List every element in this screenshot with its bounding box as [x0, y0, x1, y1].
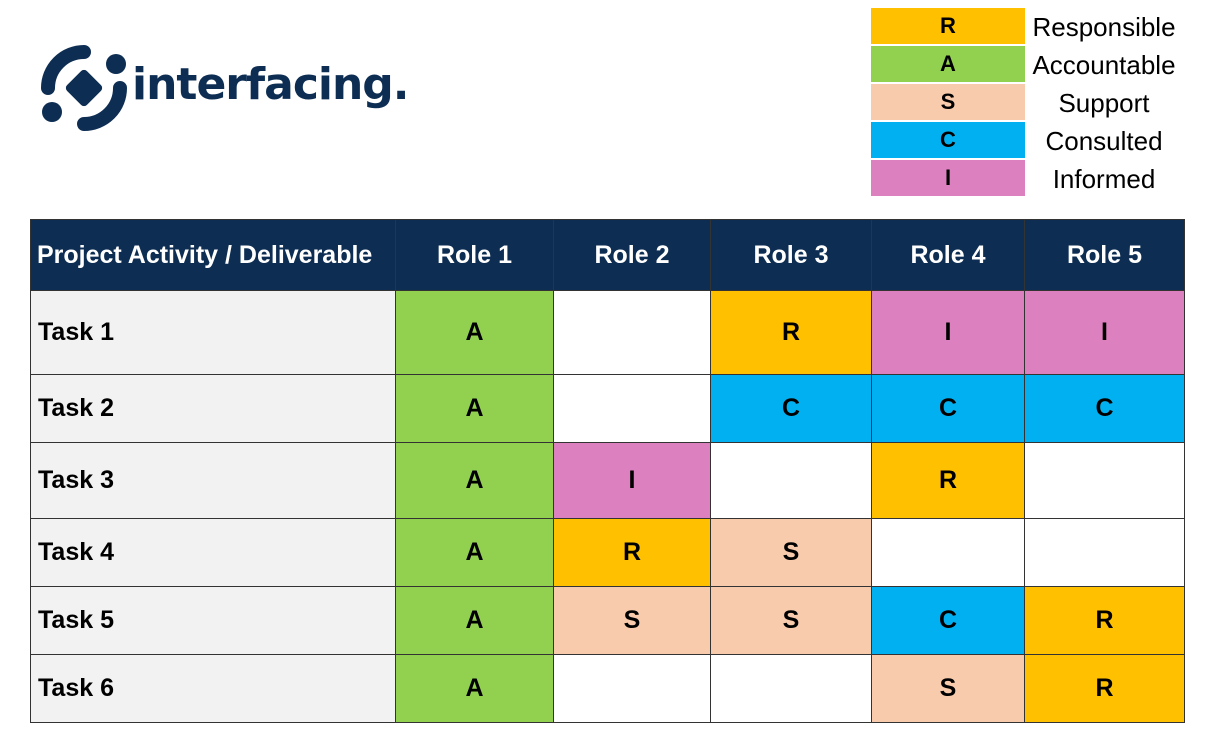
raci-cell: R	[710, 290, 872, 375]
raci-cell: A	[395, 374, 554, 443]
raci-cell: A	[395, 654, 554, 723]
interfacing-logo-icon	[41, 45, 127, 131]
legend-item: S Support	[871, 84, 1183, 122]
raci-cell: A	[395, 442, 554, 519]
raci-cell: R	[1024, 586, 1185, 655]
raci-cell: S	[871, 654, 1025, 723]
raci-legend: R Responsible A Accountable S Support C …	[871, 8, 1183, 198]
raci-cell: A	[395, 518, 554, 587]
raci-matrix-table: Project Activity / Deliverable Role 1 Ro…	[30, 219, 1185, 723]
legend-item: R Responsible	[871, 8, 1183, 46]
column-header-role-2: Role 2	[553, 219, 711, 291]
legend-item: A Accountable	[871, 46, 1183, 84]
legend-swatch: R	[871, 8, 1025, 44]
raci-cell: C	[1024, 374, 1185, 443]
raci-cell	[553, 374, 711, 443]
legend-label: Informed	[1052, 163, 1156, 194]
raci-cell	[710, 442, 872, 519]
legend-swatch: A	[871, 46, 1025, 82]
raci-cell: I	[1024, 290, 1185, 375]
raci-cell: I	[553, 442, 711, 519]
raci-cell: A	[395, 586, 554, 655]
raci-cell: A	[395, 290, 554, 375]
raci-cell	[553, 290, 711, 375]
raci-cell	[1024, 518, 1185, 587]
column-header-role-5: Role 5	[1024, 219, 1185, 291]
task-name: Task 2	[30, 374, 396, 443]
table-row: Task 6 A S R	[30, 654, 1185, 723]
raci-cell	[710, 654, 872, 723]
column-header-role-4: Role 4	[871, 219, 1025, 291]
brand-name: interfacing.	[132, 58, 410, 110]
raci-cell	[553, 654, 711, 723]
raci-cell: R	[871, 442, 1025, 519]
legend-label: Consulted	[1045, 125, 1163, 156]
raci-cell: I	[871, 290, 1025, 375]
legend-swatch: I	[871, 160, 1025, 196]
raci-cell: R	[553, 518, 711, 587]
table-row: Task 1 A R I I	[30, 290, 1185, 375]
raci-cell: S	[710, 586, 872, 655]
task-name: Task 5	[30, 586, 396, 655]
legend-label: Responsible	[1032, 11, 1176, 42]
raci-cell: R	[1024, 654, 1185, 723]
raci-cell: C	[871, 374, 1025, 443]
raci-cell: C	[871, 586, 1025, 655]
task-name: Task 1	[30, 290, 396, 375]
column-header-role-1: Role 1	[395, 219, 554, 291]
raci-cell: C	[710, 374, 872, 443]
legend-label: Accountable	[1032, 49, 1176, 80]
raci-cell: S	[710, 518, 872, 587]
task-name: Task 6	[30, 654, 396, 723]
table-row: Task 4 A R S	[30, 518, 1185, 587]
task-name: Task 4	[30, 518, 396, 587]
table-header-row: Project Activity / Deliverable Role 1 Ro…	[30, 219, 1185, 291]
legend-label: Support	[1058, 87, 1150, 118]
table-row: Task 3 A I R	[30, 442, 1185, 519]
raci-cell	[871, 518, 1025, 587]
legend-swatch: S	[871, 84, 1025, 120]
raci-cell: S	[553, 586, 711, 655]
table-row: Task 2 A C C C	[30, 374, 1185, 443]
legend-item: I Informed	[871, 160, 1183, 198]
column-header-role-3: Role 3	[710, 219, 872, 291]
interfacing-logo: interfacing.	[38, 44, 410, 132]
task-name: Task 3	[30, 442, 396, 519]
column-header-activity: Project Activity / Deliverable	[30, 219, 396, 291]
table-row: Task 5 A S S C R	[30, 586, 1185, 655]
raci-cell	[1024, 442, 1185, 519]
legend-swatch: C	[871, 122, 1025, 158]
legend-item: C Consulted	[871, 122, 1183, 160]
